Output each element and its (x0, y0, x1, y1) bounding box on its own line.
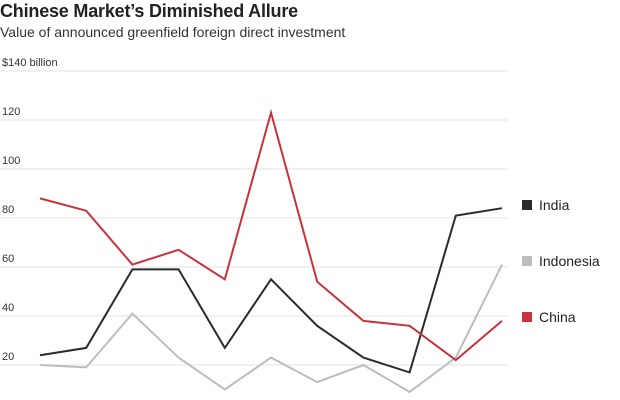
legend-item-india: India (522, 197, 570, 213)
y-tick-label-120: 120 (2, 106, 20, 118)
gridlines (0, 70, 508, 366)
y-tick-label-100: 100 (2, 155, 20, 167)
series-line-india (39, 207, 503, 374)
y-axis-ticks: $140 billion 120 100 80 60 40 20 (2, 57, 58, 363)
series-line-indonesia (39, 264, 503, 394)
series-lines (39, 108, 503, 394)
legend-swatch-indonesia (522, 256, 532, 266)
chart-subtitle: Value of announced greenfield foreign di… (0, 24, 346, 40)
legend-swatch-india (522, 200, 532, 210)
legend-item-china: China (522, 309, 576, 325)
legend: India Indonesia China (522, 197, 600, 325)
chart-title: Chinese Market’s Diminished Allure (0, 1, 298, 21)
legend-label-indonesia: Indonesia (539, 253, 600, 269)
legend-label-china: China (539, 309, 576, 325)
y-tick-label-20: 20 (2, 351, 14, 363)
legend-swatch-china (522, 312, 532, 322)
y-tick-label-40: 40 (2, 302, 14, 314)
series-line-china (39, 108, 503, 362)
legend-label-india: India (539, 197, 570, 213)
y-tick-label-80: 80 (2, 204, 14, 216)
y-tick-label-60: 60 (2, 253, 14, 265)
y-tick-label-140: $140 billion (2, 57, 58, 69)
legend-item-indonesia: Indonesia (522, 253, 600, 269)
